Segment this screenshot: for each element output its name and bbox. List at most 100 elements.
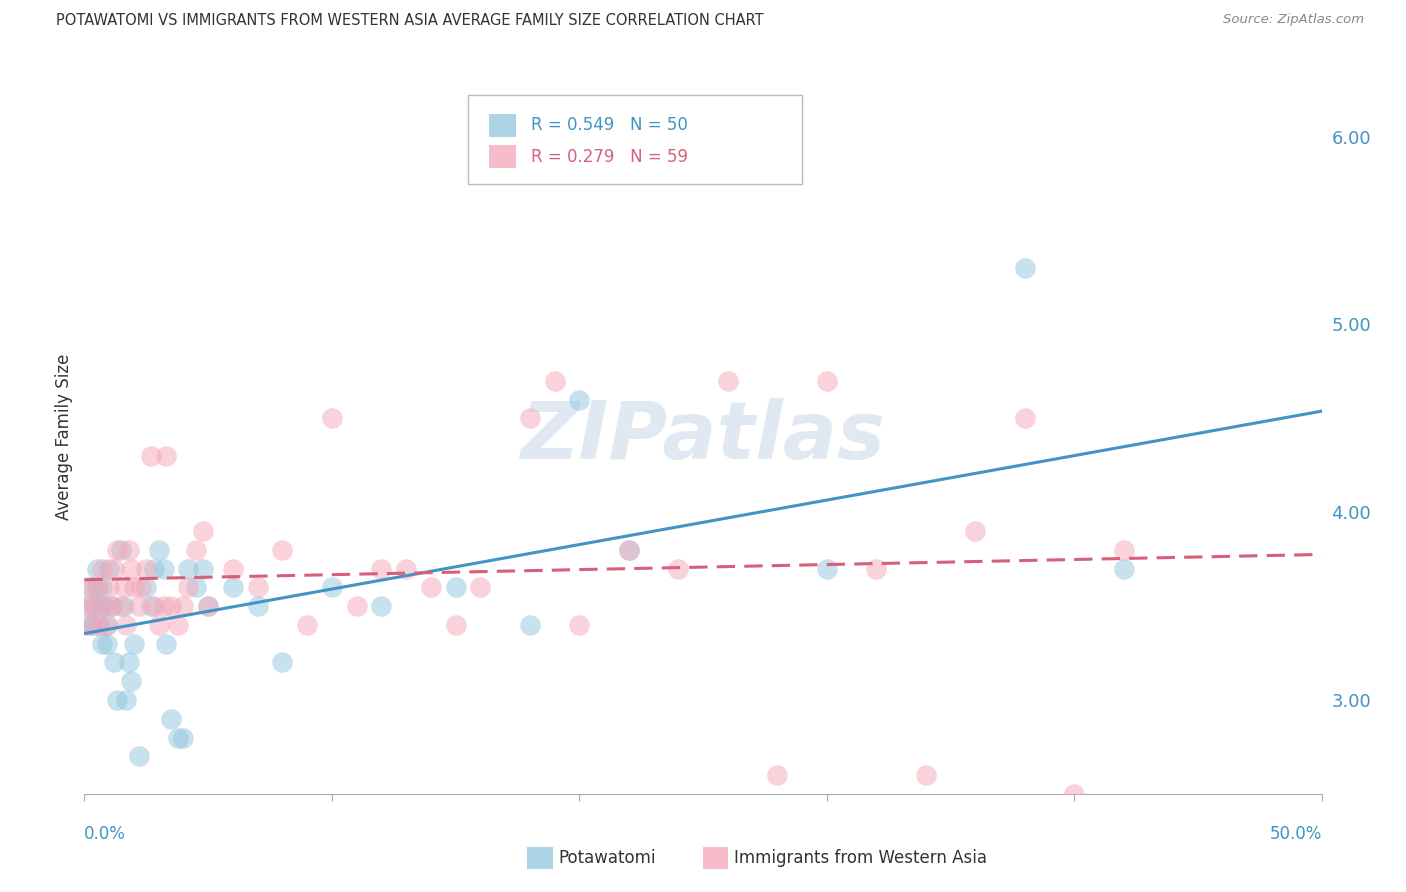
Point: [80, 618, 103, 632]
Point: [766, 768, 789, 782]
Point: [184, 580, 207, 594]
Point: [177, 561, 200, 575]
Point: [112, 580, 135, 594]
Point: [90, 561, 112, 575]
Point: [444, 618, 467, 632]
Point: [167, 618, 190, 632]
Point: [103, 561, 125, 575]
Point: [86, 580, 108, 594]
Point: [89, 618, 111, 632]
Point: [519, 411, 541, 425]
Point: [90, 637, 112, 651]
Point: [246, 580, 269, 594]
Point: [76, 618, 98, 632]
FancyBboxPatch shape: [468, 95, 801, 184]
Point: [321, 411, 343, 425]
Point: [152, 599, 174, 613]
Point: [148, 542, 170, 557]
Point: [543, 374, 565, 388]
Point: [155, 449, 177, 463]
Point: [160, 712, 183, 726]
Point: [172, 731, 194, 745]
Text: R = 0.279   N = 59: R = 0.279 N = 59: [531, 148, 688, 166]
Point: [83, 599, 105, 613]
Point: [79, 580, 101, 594]
Point: [79, 599, 101, 613]
Point: [717, 374, 740, 388]
Point: [141, 599, 163, 613]
Text: 50.0%: 50.0%: [1270, 825, 1322, 843]
Point: [86, 580, 108, 594]
Point: [155, 637, 177, 651]
Point: [128, 749, 150, 764]
Point: [865, 561, 887, 575]
Text: ZIPatlas: ZIPatlas: [520, 398, 886, 476]
Point: [93, 599, 115, 613]
Point: [98, 561, 121, 575]
Point: [815, 374, 838, 388]
Point: [100, 599, 122, 613]
Point: [103, 656, 125, 670]
Point: [142, 561, 165, 575]
Point: [100, 599, 122, 613]
Point: [105, 693, 128, 707]
Point: [246, 599, 269, 613]
Point: [271, 542, 294, 557]
Point: [172, 599, 194, 613]
Point: [197, 599, 219, 613]
Point: [666, 561, 689, 575]
Point: [96, 618, 118, 632]
Point: [321, 580, 343, 594]
Point: [1112, 542, 1135, 557]
Point: [80, 618, 103, 632]
Text: Immigrants from Western Asia: Immigrants from Western Asia: [734, 849, 987, 867]
Point: [122, 580, 145, 594]
Point: [271, 656, 294, 670]
Point: [568, 618, 591, 632]
Text: Potawatomi: Potawatomi: [558, 849, 655, 867]
Point: [89, 618, 111, 632]
Point: [167, 731, 190, 745]
Point: [444, 580, 467, 594]
Point: [115, 693, 138, 707]
Point: [197, 599, 219, 613]
Point: [118, 656, 141, 670]
Point: [184, 542, 207, 557]
Point: [118, 542, 141, 557]
Point: [122, 637, 145, 651]
Point: [80, 580, 103, 594]
Point: [617, 542, 640, 557]
Point: [128, 599, 150, 613]
Point: [160, 599, 183, 613]
Text: 0.0%: 0.0%: [84, 825, 127, 843]
Point: [191, 524, 214, 538]
Point: [152, 561, 174, 575]
Point: [112, 599, 135, 613]
Point: [90, 580, 112, 594]
Point: [519, 618, 541, 632]
Point: [1014, 261, 1036, 276]
Point: [295, 618, 318, 632]
Point: [148, 618, 170, 632]
Point: [115, 618, 138, 632]
FancyBboxPatch shape: [489, 114, 516, 136]
FancyBboxPatch shape: [489, 145, 516, 168]
Point: [395, 561, 418, 575]
Point: [965, 524, 987, 538]
Point: [110, 599, 132, 613]
Point: [370, 561, 392, 575]
Point: [815, 561, 838, 575]
Point: [222, 561, 245, 575]
Text: Source: ZipAtlas.com: Source: ZipAtlas.com: [1223, 13, 1364, 27]
Point: [346, 599, 368, 613]
Point: [129, 580, 152, 594]
Point: [141, 449, 163, 463]
Point: [1063, 787, 1085, 801]
Text: POTAWATOMI VS IMMIGRANTS FROM WESTERN ASIA AVERAGE FAMILY SIZE CORRELATION CHART: POTAWATOMI VS IMMIGRANTS FROM WESTERN AS…: [56, 13, 763, 29]
Point: [135, 561, 157, 575]
Point: [105, 542, 128, 557]
Point: [419, 580, 441, 594]
Y-axis label: Average Family Size: Average Family Size: [55, 354, 73, 520]
Point: [96, 618, 118, 632]
Point: [222, 580, 245, 594]
